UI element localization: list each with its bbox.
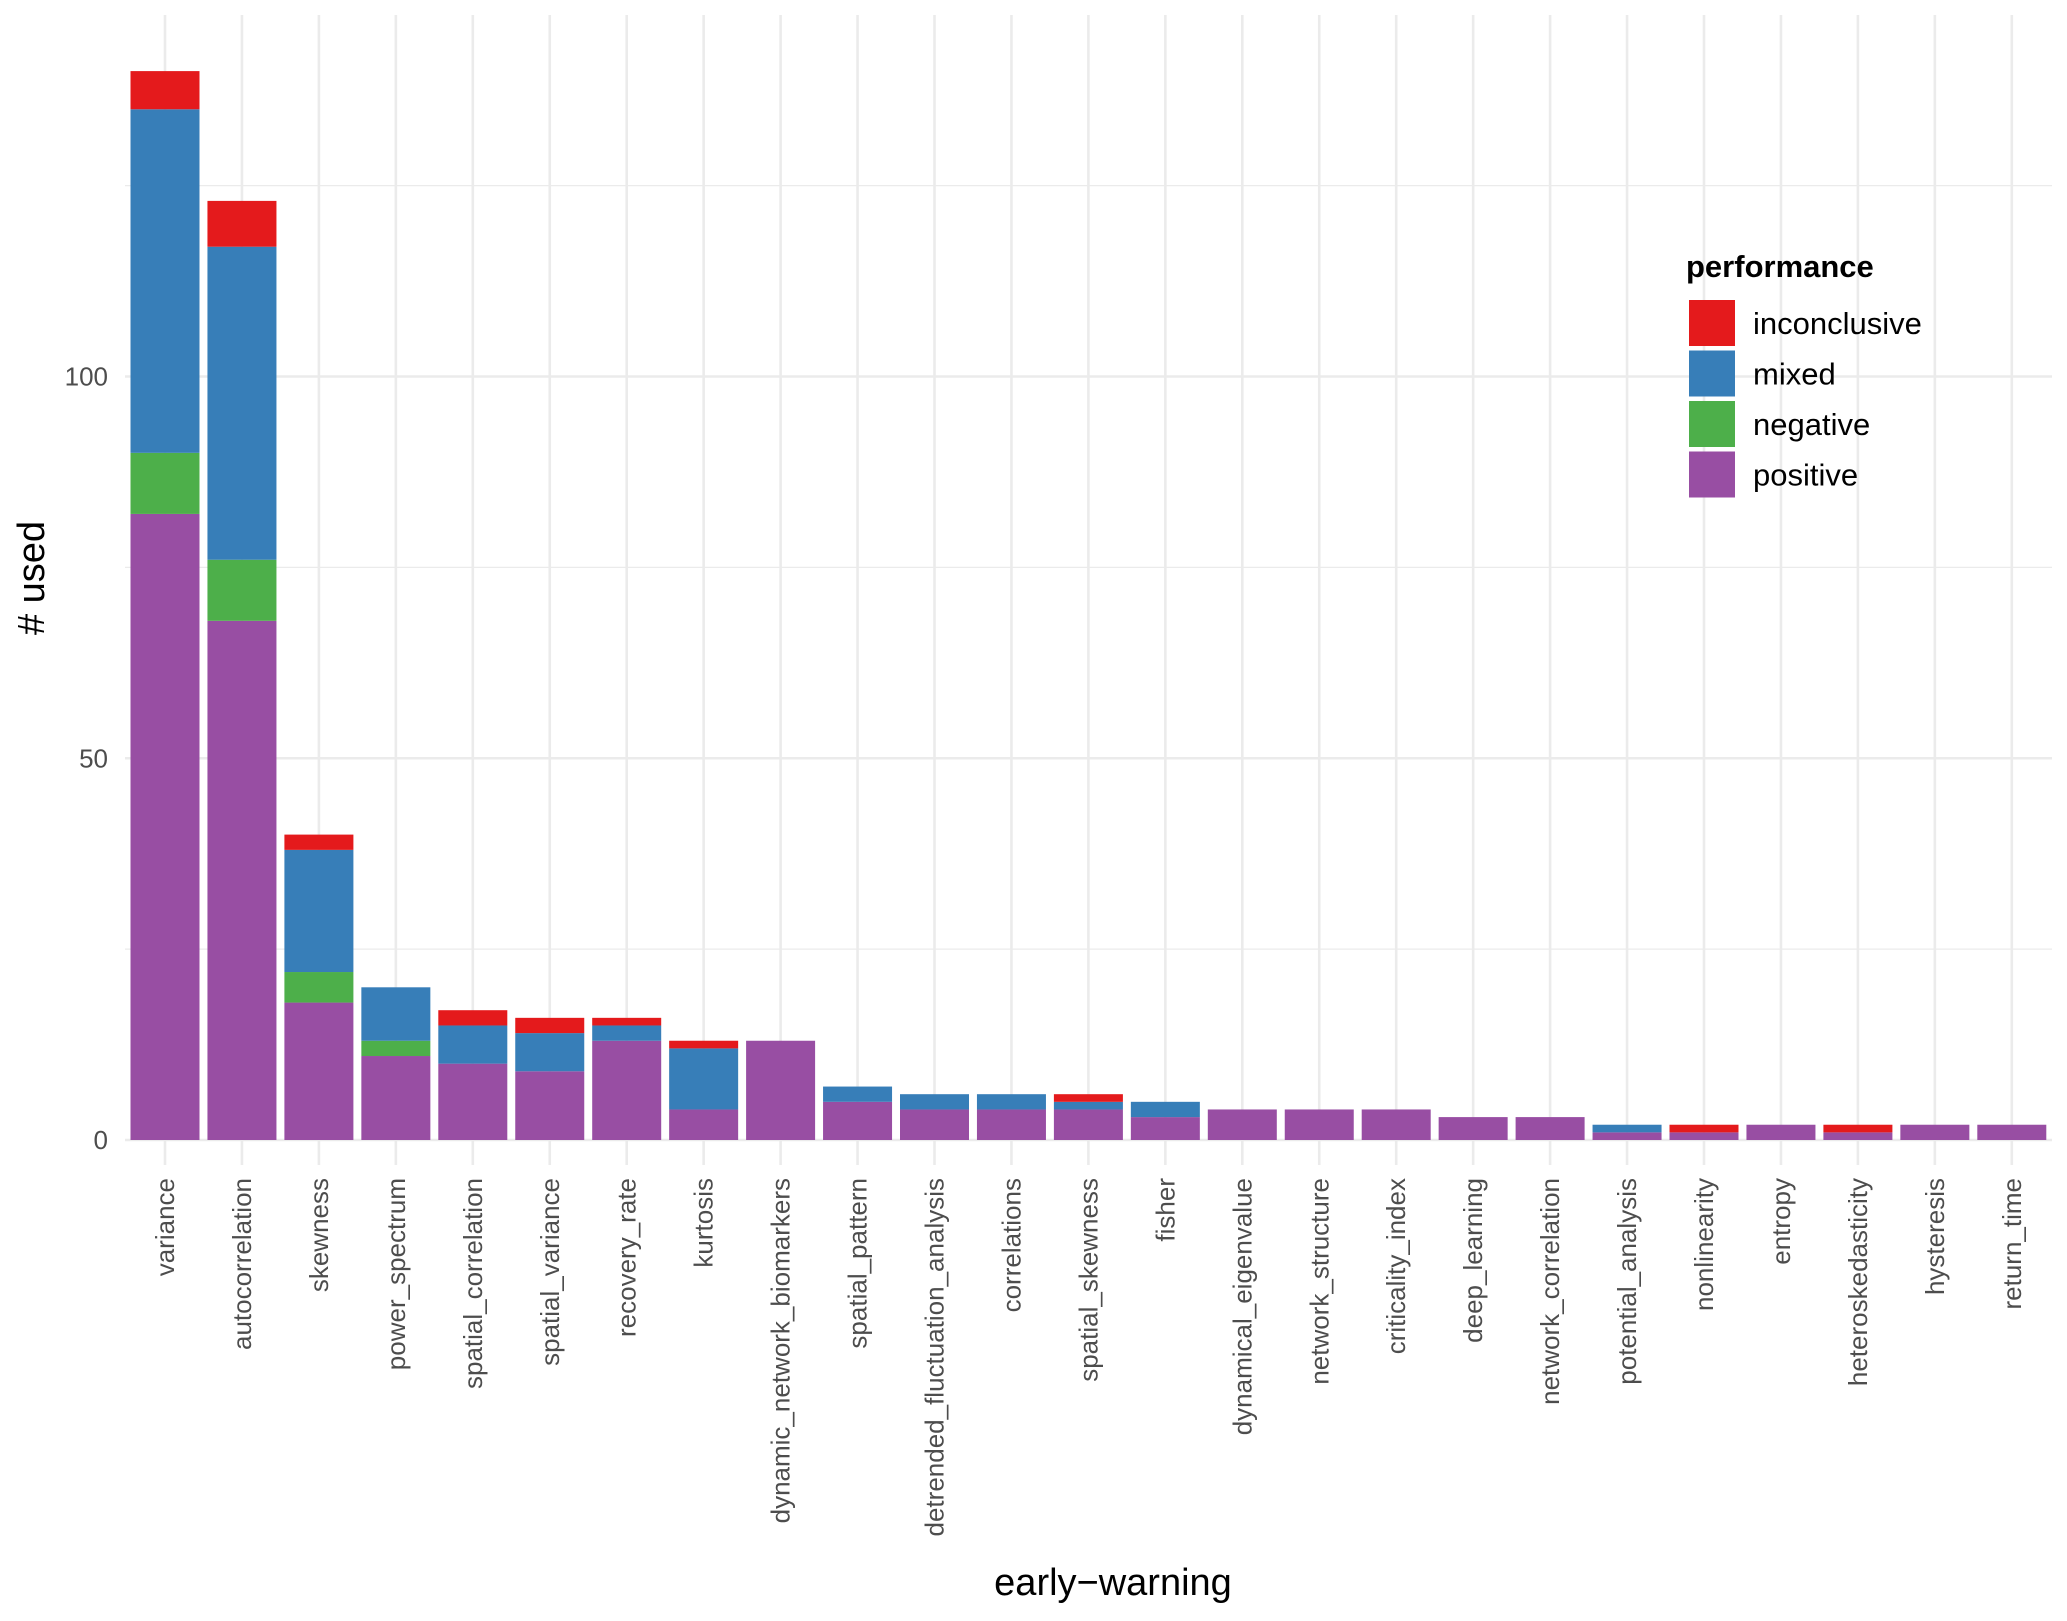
bar-positive-network_correlation	[1515, 1117, 1585, 1140]
legend-label-mixed: mixed	[1753, 357, 1836, 392]
bar-mixed-fisher	[1130, 1101, 1200, 1118]
bar-negative-skewness	[284, 972, 354, 1003]
bar-mixed-correlations	[976, 1094, 1046, 1110]
legend-key-mixed	[1689, 350, 1735, 397]
x-tick-label: fisher	[1150, 1178, 1180, 1242]
bar-positive-power_spectrum	[361, 1056, 431, 1140]
bar-positive-heteroskedasticity	[1823, 1132, 1893, 1140]
x-tick-label: skewness	[304, 1178, 334, 1292]
bar-positive-autocorrelation	[207, 620, 277, 1140]
legend-label-positive: positive	[1753, 458, 1858, 493]
bar-inconclusive-nonlinearity	[1669, 1124, 1739, 1133]
bar-positive-nonlinearity	[1669, 1132, 1739, 1140]
bar-inconclusive-skewness	[284, 834, 354, 850]
bar-inconclusive-variance	[130, 71, 200, 110]
bar-negative-autocorrelation	[207, 559, 277, 621]
bar-negative-variance	[130, 452, 200, 514]
bar-mixed-power_spectrum	[361, 987, 431, 1041]
x-axis-ticks: variance autocorrelation skewness power_spe…	[150, 1178, 2027, 1537]
y-tick-label: 50	[79, 743, 108, 773]
bar-positive-spatial_pattern	[823, 1101, 893, 1140]
x-tick-label: correlations	[996, 1178, 1026, 1312]
legend-key-positive	[1689, 451, 1735, 498]
x-tick-label: nonlinearity	[1689, 1178, 1719, 1311]
x-tick-label: hysteresis	[1920, 1178, 1950, 1295]
x-tick-label: criticality_index	[1381, 1178, 1411, 1354]
x-tick-label: power_spectrum	[381, 1178, 411, 1370]
bar-mixed-spatial_variance	[515, 1033, 585, 1072]
bar-mixed-kurtosis	[669, 1048, 739, 1110]
bar-positive-fisher	[1130, 1117, 1200, 1140]
x-tick-label: heteroskedasticity	[1843, 1178, 1873, 1386]
legend-key-negative	[1689, 401, 1735, 447]
bar-inconclusive-heteroskedasticity	[1823, 1124, 1893, 1133]
bar-inconclusive-recovery_rate	[592, 1017, 662, 1026]
bar-positive-spatial_correlation	[438, 1063, 508, 1140]
x-tick-label: dynamical_eigenvalue	[1227, 1178, 1257, 1435]
bar-positive-kurtosis	[669, 1109, 739, 1140]
bar-inconclusive-kurtosis	[669, 1040, 739, 1049]
x-tick-label: potential_analysis	[1612, 1178, 1642, 1385]
bar-positive-entropy	[1746, 1124, 1816, 1140]
grid-lines	[125, 15, 2052, 1165]
bar-positive-potential_analysis	[1592, 1132, 1662, 1140]
x-tick-label: dynamic_network_biomarkers	[766, 1178, 796, 1523]
legend: performance inconclusive mixed negative pos…	[1686, 249, 1922, 498]
y-tick-label: 100	[65, 362, 108, 392]
bar-inconclusive-autocorrelation	[207, 200, 277, 247]
legend-label-inconclusive: inconclusive	[1753, 306, 1922, 341]
bar-positive-spatial_skewness	[1053, 1109, 1123, 1140]
bar-positive-return_time	[1977, 1124, 2047, 1140]
legend-label-negative: negative	[1753, 407, 1870, 442]
x-tick-label: spatial_correlation	[458, 1178, 488, 1389]
bar-positive-dynamic_network_biomarkers	[746, 1040, 816, 1140]
legend-title: performance	[1686, 249, 1874, 284]
bar-positive-detrended_fluctuation_analysis	[900, 1109, 969, 1140]
y-axis-title: # used	[11, 521, 53, 635]
bar-positive-network_structure	[1284, 1109, 1354, 1140]
bars	[130, 71, 2047, 1140]
x-tick-label: entropy	[1766, 1178, 1796, 1265]
bar-positive-dynamical_eigenvalue	[1207, 1109, 1277, 1140]
x-tick-label: network_structure	[1304, 1178, 1334, 1385]
bar-positive-deep_learning	[1438, 1117, 1508, 1140]
x-tick-label: deep_learning	[1458, 1178, 1488, 1343]
x-tick-label: detrended_fluctuation_analysis	[920, 1178, 950, 1536]
bar-mixed-potential_analysis	[1592, 1124, 1662, 1133]
x-tick-label: spatial_skewness	[1073, 1178, 1103, 1382]
bar-positive-correlations	[976, 1109, 1046, 1140]
bar-positive-spatial_variance	[515, 1071, 585, 1140]
bar-mixed-spatial_pattern	[823, 1086, 893, 1102]
x-tick-label: kurtosis	[689, 1178, 719, 1268]
bar-mixed-spatial_skewness	[1053, 1101, 1123, 1110]
y-axis-ticks: 0 50 100	[65, 362, 108, 1156]
bar-positive-recovery_rate	[592, 1040, 662, 1140]
x-tick-label: spatial_variance	[535, 1178, 565, 1366]
bar-mixed-detrended_fluctuation_analysis	[900, 1094, 969, 1110]
bar-inconclusive-spatial_skewness	[1053, 1094, 1123, 1102]
bar-positive-criticality_index	[1361, 1109, 1431, 1140]
x-tick-label: autocorrelation	[227, 1178, 257, 1350]
bar-mixed-skewness	[284, 849, 354, 973]
x-tick-label: recovery_rate	[612, 1178, 642, 1337]
x-tick-label: variance	[150, 1178, 180, 1276]
y-tick-label: 0	[94, 1125, 108, 1155]
bar-mixed-recovery_rate	[592, 1025, 662, 1041]
x-axis-title: early−warning	[994, 1562, 1232, 1604]
bar-positive-variance	[130, 513, 200, 1140]
bar-mixed-spatial_correlation	[438, 1025, 508, 1064]
bar-positive-hysteresis	[1900, 1124, 1970, 1140]
bar-inconclusive-spatial_correlation	[438, 1010, 508, 1026]
bar-inconclusive-spatial_variance	[515, 1017, 585, 1034]
bar-positive-skewness	[284, 1002, 354, 1140]
x-tick-label: spatial_pattern	[843, 1178, 873, 1349]
bar-mixed-autocorrelation	[207, 246, 277, 560]
x-tick-label: return_time	[1997, 1178, 2027, 1310]
x-tick-label: network_correlation	[1535, 1178, 1565, 1405]
legend-key-inconclusive	[1689, 300, 1735, 346]
bar-mixed-variance	[130, 109, 200, 453]
bar-negative-power_spectrum	[361, 1040, 431, 1057]
